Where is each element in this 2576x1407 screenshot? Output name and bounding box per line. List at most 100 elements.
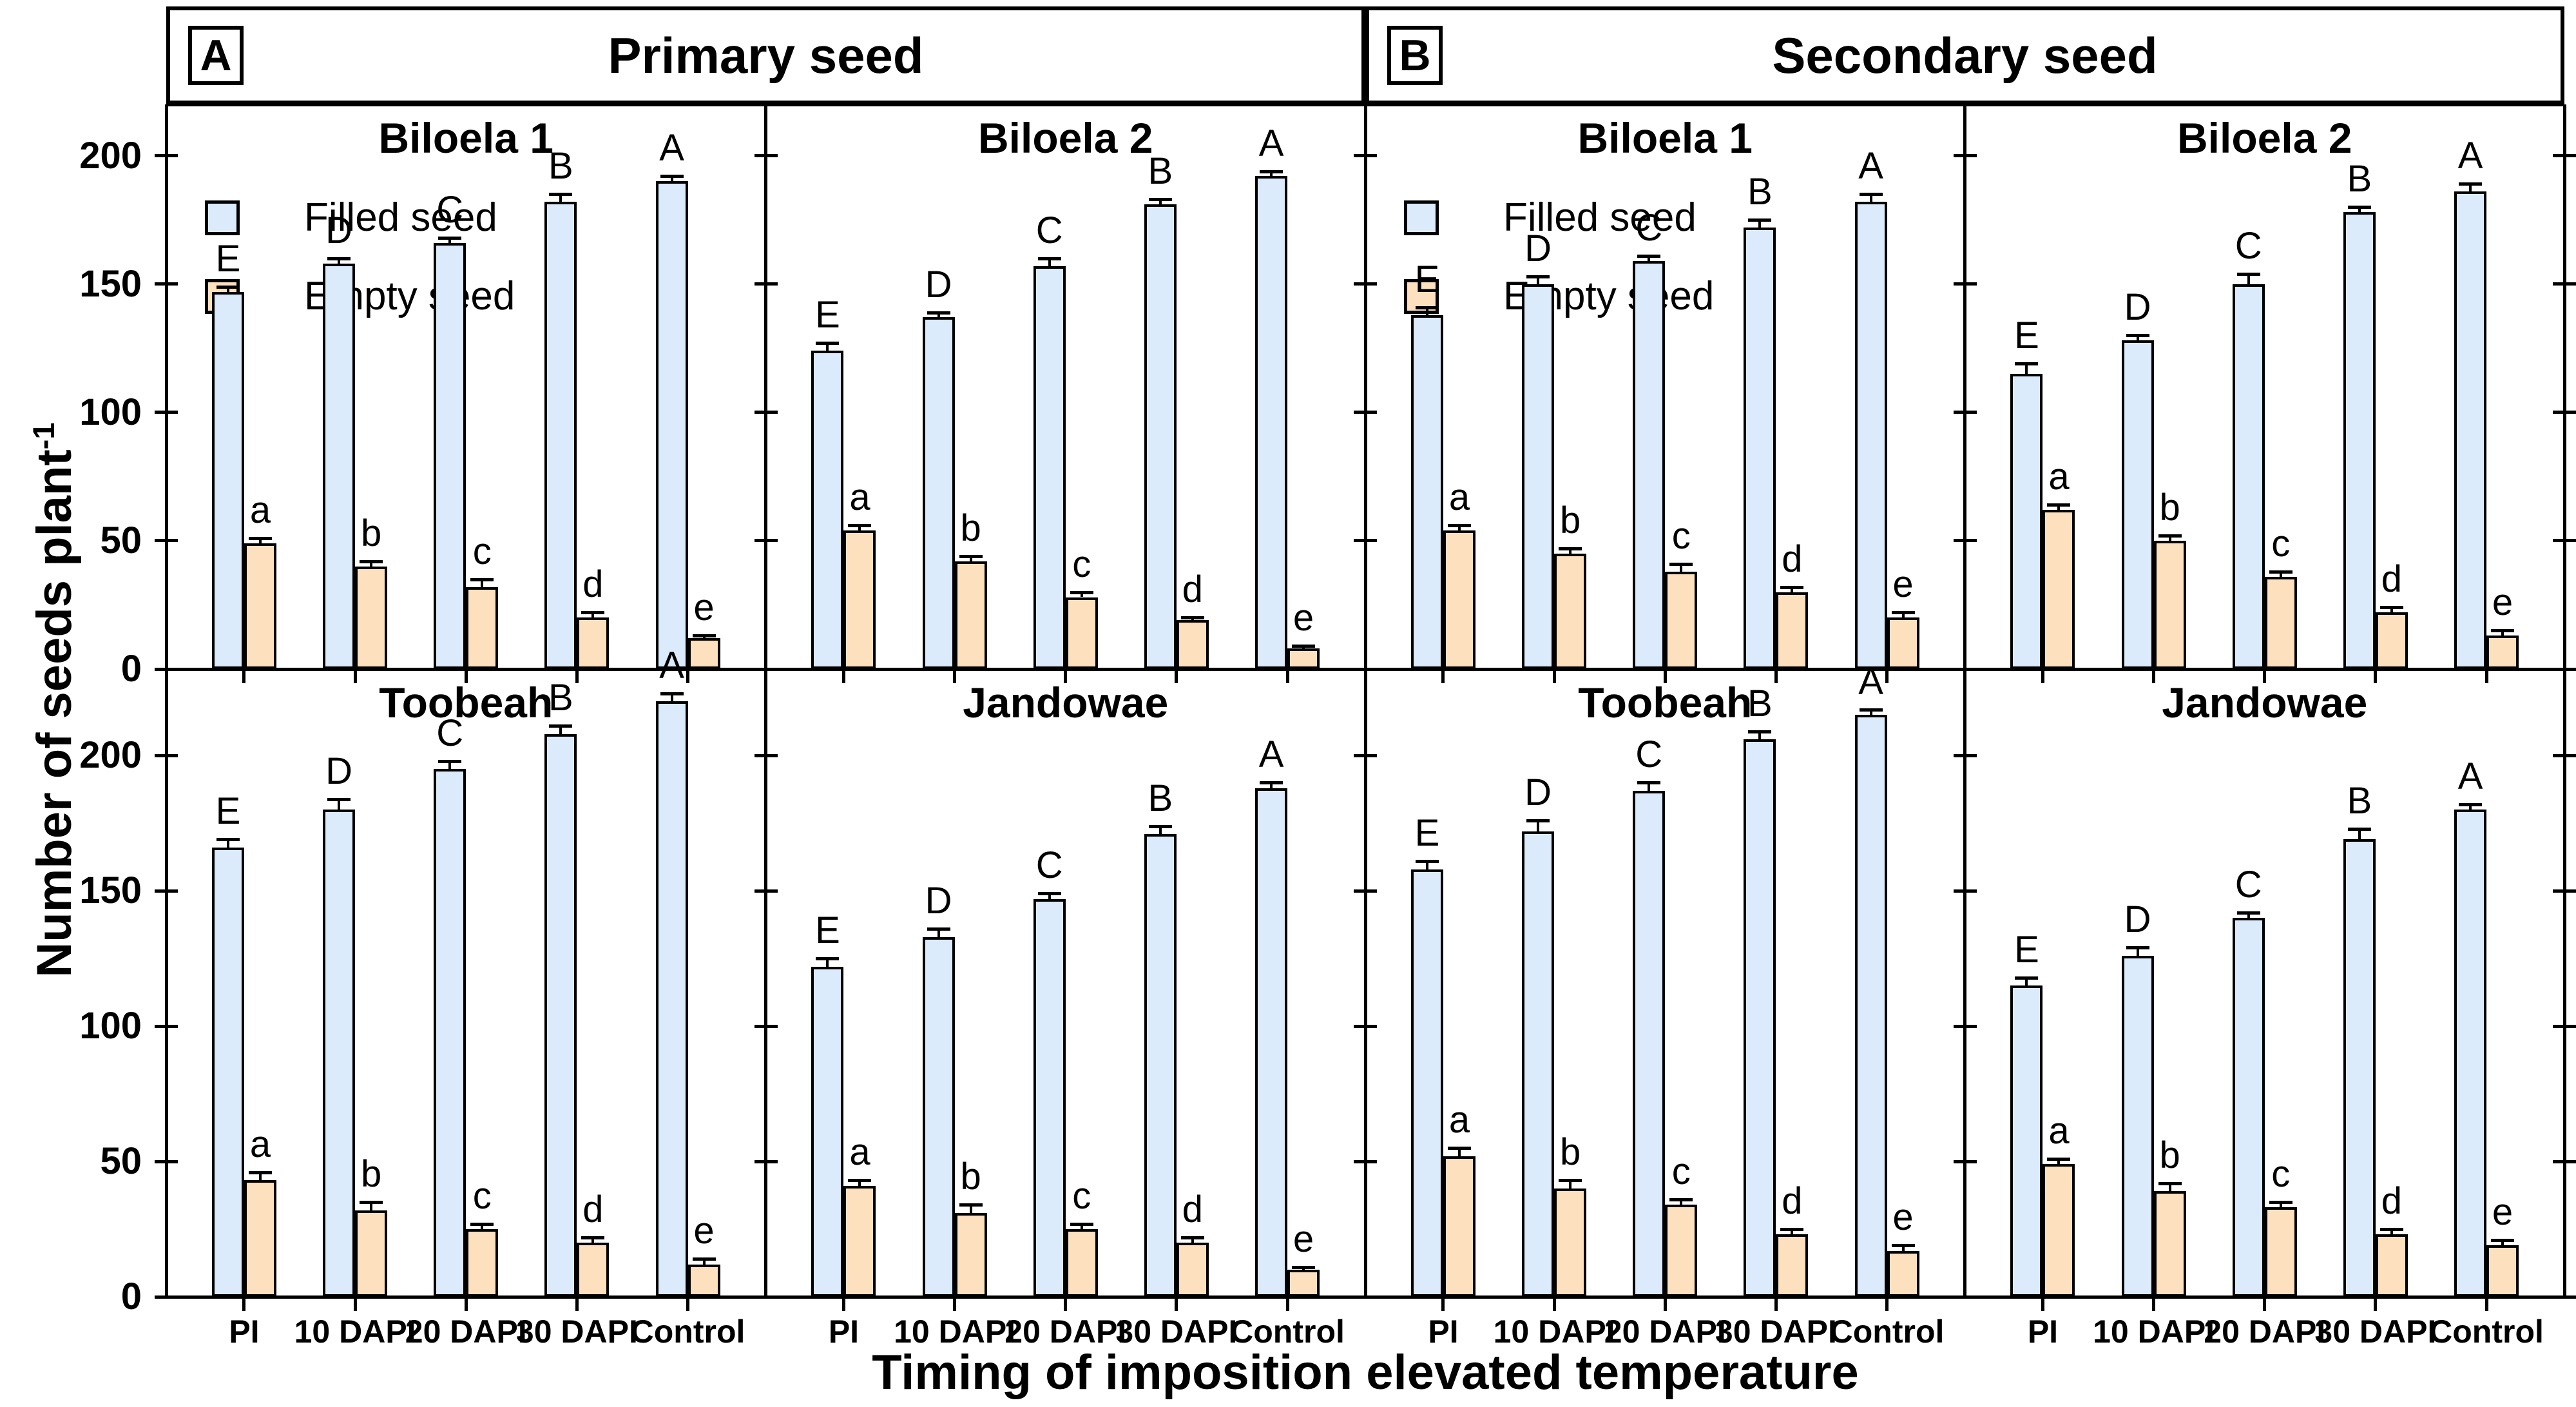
error-bar-cap — [1748, 218, 1772, 222]
x-axis-title: Timing of imposition elevated temperatur… — [872, 1345, 1859, 1400]
error-bar-cap — [1447, 524, 1471, 528]
error-bar-cap — [927, 927, 950, 931]
error-bar — [2136, 335, 2139, 341]
error-bar — [1080, 1223, 1083, 1230]
error-bar-cap — [2047, 1157, 2071, 1161]
sig-letter-empty: d — [2381, 558, 2403, 601]
bar-empty-seed — [843, 530, 876, 669]
error-bar-cap — [216, 285, 240, 289]
error-bar — [858, 1180, 861, 1186]
y-axis-tick — [1354, 282, 1377, 286]
sig-letter-filled: A — [659, 644, 684, 686]
bar-empty-seed — [1176, 620, 1209, 669]
error-bar — [2057, 505, 2061, 510]
error-bar-cap — [816, 957, 840, 961]
y-axis-tick — [155, 411, 178, 414]
error-bar — [226, 839, 229, 848]
x-axis-tick — [686, 669, 690, 683]
sig-letter-filled: D — [325, 750, 353, 792]
sig-letter-filled: A — [1258, 122, 1284, 164]
error-bar — [1680, 1199, 1683, 1205]
panel-border-horizontal — [166, 102, 2564, 106]
bar-filled-seed — [544, 733, 577, 1297]
error-bar — [2390, 1229, 2393, 1235]
error-bar — [670, 176, 673, 182]
error-bar — [1758, 220, 1762, 228]
error-bar-cap — [1859, 193, 1883, 197]
error-bar-cap — [2236, 911, 2260, 915]
x-axis-tick — [1285, 669, 1289, 683]
sig-letter-empty: c — [2271, 1153, 2291, 1196]
y-axis-tick — [1953, 1295, 1977, 1299]
error-bar — [1569, 548, 1572, 554]
bar-filled-seed — [2010, 374, 2043, 669]
error-bar-cap — [1148, 198, 1172, 202]
bar-filled-seed — [1255, 788, 1288, 1297]
error-bar — [481, 1223, 484, 1230]
error-bar-cap — [1260, 781, 1283, 785]
error-bar-cap — [1260, 170, 1283, 173]
error-bar — [591, 1237, 595, 1243]
y-tick-label: 150 — [79, 262, 142, 305]
bar-filled-seed — [1410, 315, 1443, 669]
y-axis-tick — [1354, 1295, 1377, 1299]
bar-empty-seed — [954, 1212, 987, 1297]
y-axis-tick — [1953, 667, 1977, 671]
sig-letter-filled: C — [436, 189, 464, 231]
x-axis-tick — [1774, 1297, 1778, 1311]
error-bar-cap — [2015, 976, 2039, 980]
bar-empty-seed — [244, 543, 276, 669]
error-bar-cap — [1669, 562, 1693, 566]
sig-letter-filled: E — [1414, 812, 1440, 855]
error-bar-cap — [1780, 1228, 1804, 1232]
error-bar-cap — [438, 237, 462, 240]
error-bar-cap — [1447, 1147, 1471, 1150]
sig-letter-filled: B — [548, 145, 573, 188]
bar-empty-seed — [954, 561, 987, 669]
legend-label: Filled seed — [1503, 195, 1697, 240]
error-bar — [2469, 804, 2472, 810]
error-bar — [1048, 258, 1051, 266]
y-axis-tick — [754, 889, 778, 893]
error-bar-cap — [2047, 503, 2071, 507]
bar-filled-seed — [2232, 918, 2265, 1297]
y-axis-tick — [1354, 539, 1377, 543]
bar-empty-seed — [1554, 553, 1587, 669]
bar-empty-seed — [2486, 636, 2519, 669]
sig-letter-filled: E — [815, 909, 840, 952]
error-bar — [559, 194, 562, 202]
y-axis-tick — [155, 154, 178, 158]
bar-filled-seed — [811, 966, 844, 1297]
error-bar-cap — [327, 797, 351, 801]
y-axis-tick — [155, 667, 178, 671]
error-bar — [226, 286, 229, 292]
x-axis-tick — [2485, 1297, 2488, 1311]
y-tick-label: 100 — [79, 1005, 142, 1047]
error-bar — [448, 238, 452, 243]
error-bar — [1191, 1237, 1194, 1243]
y-axis-tick — [1953, 889, 1977, 893]
sig-letter-empty: b — [960, 1156, 981, 1198]
x-axis-tick — [1441, 1297, 1445, 1311]
error-bar — [2247, 912, 2250, 918]
x-axis-tick — [1552, 669, 1556, 683]
bar-filled-seed — [544, 202, 577, 669]
error-bar-cap — [1559, 547, 1582, 550]
bar-empty-seed — [1287, 648, 1320, 669]
x-axis-tick — [1175, 669, 1178, 683]
panel-letter-b: B — [1387, 26, 1443, 85]
bar-empty-seed — [1887, 617, 1919, 669]
error-bar — [1158, 199, 1162, 205]
error-bar-cap — [1292, 1265, 1316, 1269]
x-axis-tick — [2374, 669, 2378, 683]
bar-filled-seed — [211, 291, 244, 669]
error-bar — [1048, 893, 1051, 899]
sig-letter-empty: c — [472, 530, 492, 572]
y-axis-tick — [1354, 154, 1377, 158]
y-axis-tick — [1354, 1024, 1377, 1028]
error-bar — [2279, 571, 2282, 577]
bar-empty-seed — [2264, 576, 2297, 669]
legend: Empty seed — [205, 273, 515, 319]
x-axis-tick — [1064, 669, 1068, 683]
